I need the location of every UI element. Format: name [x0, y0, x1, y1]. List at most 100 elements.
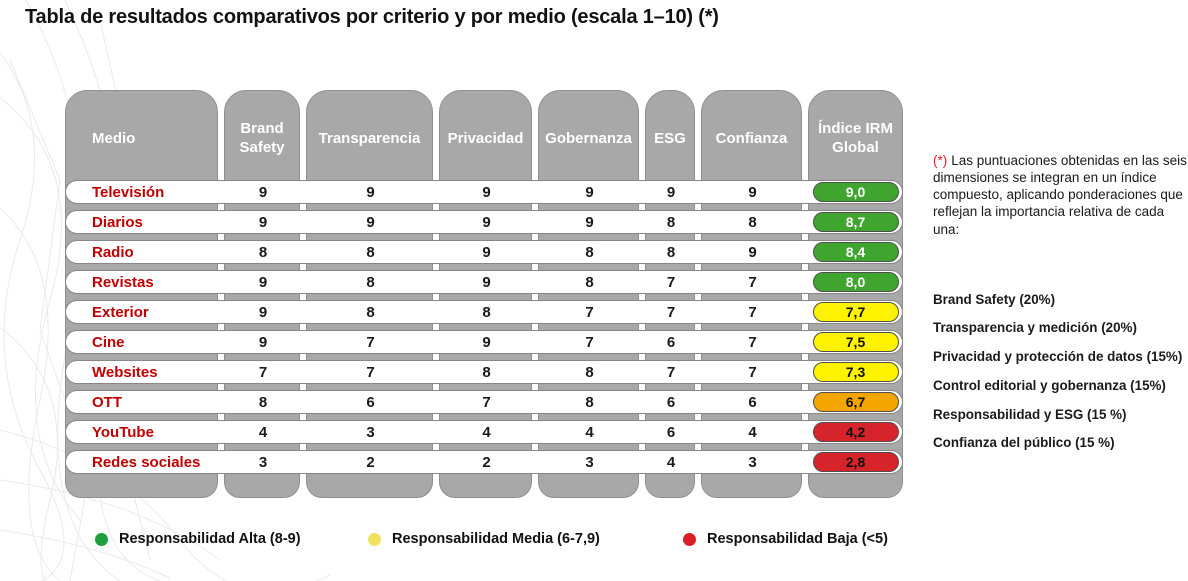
score-cell: 8 — [666, 243, 676, 261]
weight-item-brand-safety: Brand Safety (20%) — [933, 291, 1056, 307]
score-cell: 9 — [585, 183, 594, 201]
weight-item-gobernanza: Control editorial y gobernanza (15%) — [933, 377, 1166, 393]
score-cell: 9 — [748, 183, 757, 201]
column-header-gobernanza: Gobernanza — [545, 129, 632, 147]
table-row: Revistas 9 8 9 8 7 7 8,0 — [65, 270, 903, 294]
score-cell: 9 — [482, 243, 491, 261]
row-label-medio: Websites — [92, 363, 158, 381]
row-label-medio: OTT — [92, 393, 122, 411]
table-row: Televisión 9 9 9 9 9 9 9,0 — [65, 180, 903, 204]
table-row: OTT 8 6 7 8 6 6 6,7 — [65, 390, 903, 414]
table-row: YouTube 4 3 4 4 6 4 4,2 — [65, 420, 903, 444]
score-cell: 4 — [666, 453, 676, 471]
score-cell: 6 — [666, 393, 676, 411]
table-row: Cine 9 7 9 7 6 7 7,5 — [65, 330, 903, 354]
index-cell: 7,3 — [809, 362, 902, 382]
score-cell: 8 — [366, 303, 375, 321]
score-cell: 7 — [585, 303, 594, 321]
score-cell: 8 — [366, 273, 375, 291]
score-cell: 7 — [748, 333, 757, 351]
weight-item-esg: Responsabilidad y ESG (15 %) — [933, 406, 1127, 422]
score-cell: 9 — [366, 213, 375, 231]
score-cell: 6 — [666, 333, 676, 351]
score-cell: 8 — [482, 363, 491, 381]
score-cell: 9 — [258, 183, 268, 201]
score-cell: 8 — [666, 213, 676, 231]
weight-item-transparencia: Transparencia y medición (20%) — [933, 320, 1137, 336]
irm-index-pill: 9,0 — [812, 182, 899, 202]
score-cell: 7 — [366, 363, 375, 381]
score-cell: 9 — [258, 303, 268, 321]
score-cell: 9 — [482, 183, 491, 201]
index-cell: 8,0 — [809, 272, 902, 292]
score-cell: 8 — [258, 243, 268, 261]
footnote-asterisk: (*) — [933, 153, 948, 168]
score-cell: 9 — [482, 213, 491, 231]
column-header-medio: Medio — [92, 129, 136, 147]
score-cell: 4 — [585, 423, 594, 441]
score-cell: 9 — [366, 183, 375, 201]
table-rows: Televisión 9 9 9 9 9 9 9,0 Diarios 9 9 9 9 8 8 8,7 Radio… — [65, 90, 903, 498]
score-cell: 6 — [748, 393, 757, 411]
score-cell: 7 — [666, 303, 676, 321]
index-cell: 8,7 — [809, 212, 902, 232]
weight-item-privacidad: Privacidad y protección de datos (15%) — [933, 349, 1183, 365]
score-cell: 7 — [258, 363, 268, 381]
score-cell: 9 — [585, 213, 594, 231]
score-cell: 2 — [482, 453, 491, 471]
index-cell: 9,0 — [809, 182, 902, 202]
row-label-medio: YouTube — [92, 423, 154, 441]
irm-index-pill: 7,5 — [812, 332, 899, 352]
red-dot-icon — [683, 532, 696, 546]
table-row: Diarios 9 9 9 9 8 8 8,7 — [65, 210, 903, 234]
legend-item-alta: Responsabilidad Alta (8-9) — [95, 531, 301, 547]
column-header-indice-irm-global: Índice IRM Global — [817, 120, 893, 156]
score-cell: 3 — [748, 453, 757, 471]
index-cell: 7,7 — [809, 302, 902, 322]
irm-index-pill: 7,7 — [812, 302, 899, 322]
irm-index-pill: 8,0 — [812, 272, 899, 292]
table-row: Redes sociales 3 2 2 3 4 3 2,8 — [65, 450, 903, 474]
score-cell: 7 — [666, 363, 676, 381]
weights-list: Brand Safety (20%) Transparencia y medic… — [933, 292, 1188, 453]
table-row: Exterior 9 8 8 7 7 7 7,7 — [65, 300, 903, 324]
score-cell: 9 — [258, 333, 268, 351]
irm-index-pill: 8,4 — [812, 242, 899, 262]
irm-index-pill: 6,7 — [812, 392, 899, 412]
row-label-medio: Revistas — [92, 273, 154, 291]
score-cell: 6 — [366, 393, 375, 411]
results-table: Medio Brand Safety Transparencia Privaci… — [65, 90, 903, 498]
score-cell: 4 — [482, 423, 491, 441]
column-header-confianza: Confianza — [715, 129, 788, 147]
green-dot-icon — [95, 532, 108, 546]
yellow-dot-icon — [368, 532, 381, 546]
index-cell: 4,2 — [809, 422, 902, 442]
score-cell: 3 — [258, 453, 268, 471]
score-cell: 7 — [748, 363, 757, 381]
irm-index-pill: 4,2 — [812, 422, 899, 442]
table-row: Websites 7 7 8 8 7 7 7,3 — [65, 360, 903, 384]
score-cell: 7 — [366, 333, 375, 351]
legend-label-alta: Responsabilidad Alta (8-9) — [119, 531, 301, 547]
row-label-medio: Cine — [92, 333, 125, 351]
footnote-body: Las puntuaciones obtenidas en las seis d… — [933, 153, 1187, 237]
column-header-esg: ESG — [654, 129, 686, 147]
score-cell: 9 — [666, 183, 676, 201]
row-label-medio: Radio — [92, 243, 134, 261]
row-label-medio: Diarios — [92, 213, 143, 231]
column-header-transparencia: Transparencia — [318, 129, 421, 147]
score-cell: 8 — [585, 363, 594, 381]
row-label-medio: Televisión — [92, 183, 165, 201]
irm-index-pill: 8,7 — [812, 212, 899, 232]
index-cell: 7,5 — [809, 332, 902, 352]
footnote-text: (*) Las puntuaciones obtenidas en las sei… — [933, 152, 1188, 238]
score-cell: 6 — [666, 423, 676, 441]
score-cell: 9 — [258, 213, 268, 231]
legend-item-media: Responsabilidad Media (6-7,9) — [368, 531, 600, 547]
irm-index-pill: 7,3 — [812, 362, 899, 382]
legend-label-baja: Responsabilidad Baja (<5) — [707, 531, 888, 547]
score-cell: 9 — [748, 243, 757, 261]
row-label-medio: Redes sociales — [92, 453, 201, 471]
footnote-panel: (*) Las puntuaciones obtenidas en las sei… — [933, 152, 1188, 464]
irm-index-pill: 2,8 — [812, 452, 899, 472]
